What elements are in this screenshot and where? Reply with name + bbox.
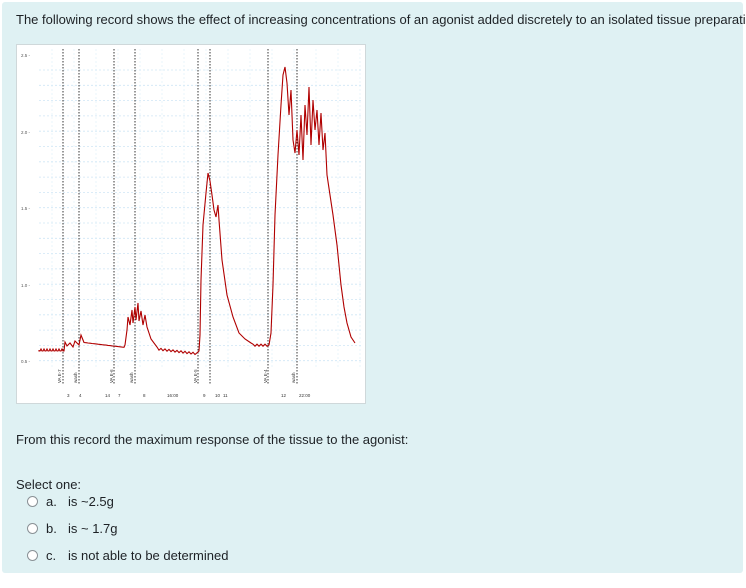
option-a-text: is ~2.5g <box>68 493 114 509</box>
radio-c[interactable] <box>27 549 38 561</box>
option-b[interactable]: b. is ~ 1.7g <box>27 519 118 537</box>
event-label: VA E-6 <box>109 369 114 383</box>
radio-a[interactable] <box>27 495 38 507</box>
time-label: 3 <box>67 393 70 398</box>
tissue-record-chart: 2.5 - 2.0 - 1.5 - 1.0 - 0.5 - VA E-7 wash VA E… <box>21 49 363 398</box>
option-a-letter: a. <box>46 493 57 509</box>
event-label: wash <box>73 372 78 383</box>
question-prompt: From this record the maximum response of… <box>16 432 409 447</box>
radio-b[interactable] <box>27 522 38 534</box>
y-tick-label: 0.5 - <box>21 359 31 364</box>
time-label: 10 <box>215 393 221 398</box>
option-a[interactable]: a. is ~2.5g <box>27 492 114 510</box>
time-label: 22:00 <box>299 393 311 398</box>
y-tick-label: 2.5 - <box>21 53 31 58</box>
option-c-text: is not able to be determined <box>68 547 229 563</box>
time-label: 12 <box>281 393 287 398</box>
time-label: 9 <box>203 393 206 398</box>
time-label: 8 <box>143 393 146 398</box>
tissue-record-figure: 2.5 - 2.0 - 1.5 - 1.0 - 0.5 - VA E-7 wash VA E… <box>16 44 366 404</box>
y-tick-label: 2.0 - <box>21 130 31 135</box>
event-label: VA E-4 <box>263 369 268 383</box>
time-label: 16:00 <box>167 393 179 398</box>
y-tick-label: 1.5 - <box>21 206 31 211</box>
time-label: 14 <box>105 393 111 398</box>
event-label: VA E-7 <box>57 369 62 383</box>
option-b-text: is ~ 1.7g <box>68 520 118 536</box>
time-label: 7 <box>118 393 121 398</box>
time-label: 4 <box>79 393 82 398</box>
time-label: 11 <box>223 393 228 398</box>
y-tick-label: 1.0 - <box>21 283 31 288</box>
option-c-letter: c. <box>46 547 57 563</box>
select-one-label: Select one: <box>16 477 82 492</box>
event-label: VA E-5 <box>193 369 198 383</box>
event-label: wash <box>129 372 134 383</box>
question-text: The following record shows the effect of… <box>16 12 746 27</box>
option-c[interactable]: c. is not able to be determined <box>27 546 228 564</box>
question-card: The following record shows the effect of… <box>2 2 746 573</box>
force-trace <box>38 66 356 356</box>
event-label: wash <box>291 372 296 383</box>
option-b-letter: b. <box>46 520 57 536</box>
